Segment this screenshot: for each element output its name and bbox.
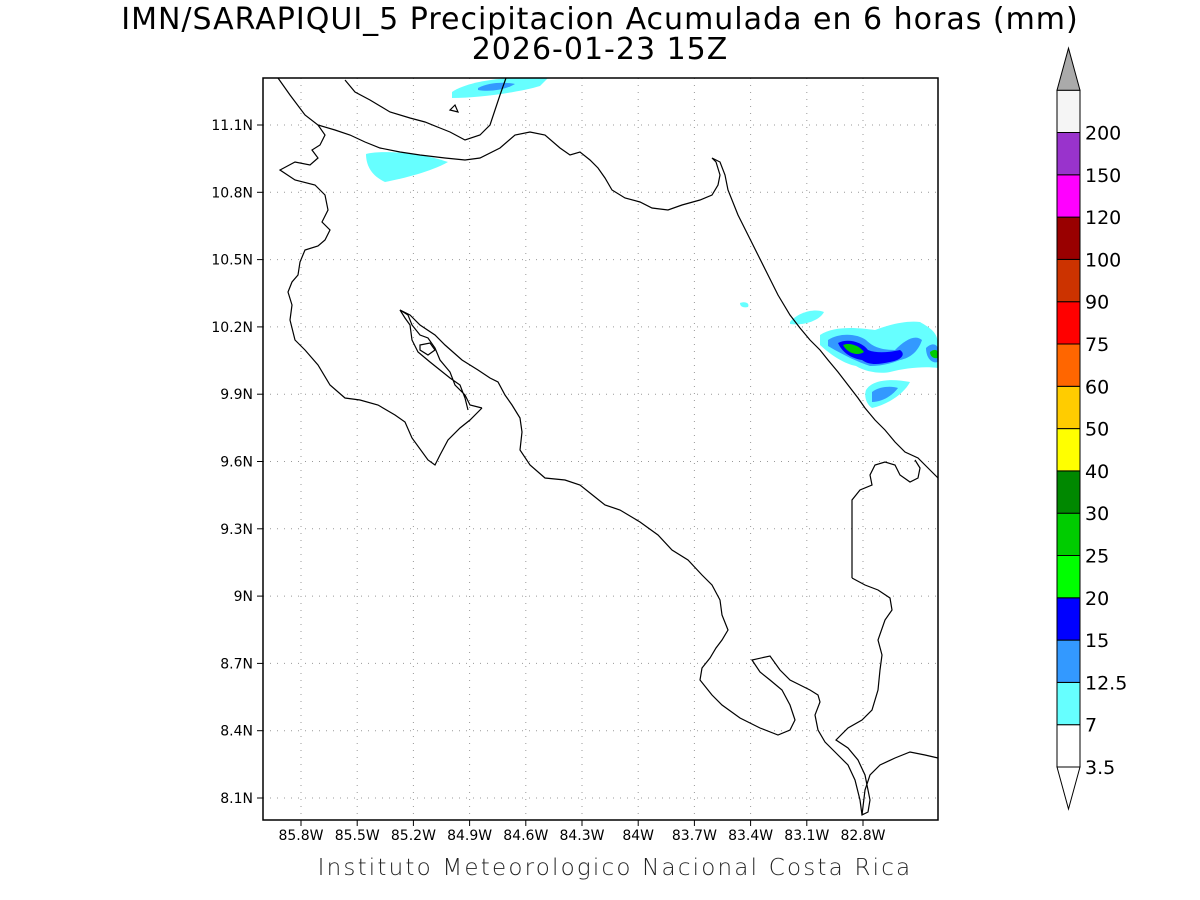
precip-area-guanacaste (366, 152, 448, 182)
legend-swatch (1056, 639, 1081, 683)
legend-label: 30 (1085, 503, 1109, 525)
latitude-labels: 11.1N 10.8N 10.5N 10.2N 9.9N 9.6N 9.3N 9N 8.7N 8.… (211, 118, 263, 807)
legend-swatch (1056, 385, 1081, 430)
lat-tick-label: 8.4N (220, 724, 253, 740)
legend-label: 60 (1085, 376, 1109, 398)
legend-swatch (1056, 555, 1081, 599)
legend-swatch (1056, 216, 1081, 260)
legend-label: 90 (1085, 292, 1109, 314)
lon-tick-label: 84.6W (503, 828, 548, 844)
legend-label: 50 (1085, 419, 1109, 441)
precip-core (843, 343, 864, 354)
coastline-gulf-nicoya (399, 309, 483, 411)
lat-tick-label: 9.9N (220, 387, 253, 403)
coastline-pacific-central (399, 309, 893, 816)
lon-tick-label: 84.3W (559, 828, 604, 844)
lon-tick-label: 85.2W (391, 828, 436, 844)
lon-tick-label: 83.1W (784, 828, 829, 844)
map-grid (263, 78, 938, 820)
precip-area-south-core (872, 386, 898, 402)
lat-tick-label: 8.1N (220, 791, 253, 807)
legend-label: 3.5 (1085, 757, 1115, 779)
island-north (448, 103, 460, 113)
lat-tick-label: 9.3N (220, 522, 253, 538)
legend-arrow-max (1056, 46, 1081, 91)
lat-tick-label: 10.5N (211, 253, 253, 269)
map-frame-border (262, 77, 939, 821)
lat-tick-label: 8.7N (220, 656, 253, 672)
legend-swatch (1056, 681, 1081, 726)
lon-tick-label: 82.8W (840, 828, 885, 844)
border-nicaragua (317, 124, 939, 479)
legend-swatch (1056, 428, 1081, 472)
legend-label: 25 (1085, 546, 1109, 568)
lat-tick-label: 11.1N (211, 118, 253, 134)
coastline-pacific-north (277, 77, 483, 466)
precip-dot (740, 302, 749, 308)
legend-label: 200 (1085, 123, 1121, 145)
legend-label: 40 (1085, 461, 1109, 483)
legend-label: 15 (1085, 630, 1109, 652)
coastlines (277, 77, 939, 816)
lat-tick-label: 10.2N (211, 320, 253, 336)
legend-label: 12.5 (1085, 672, 1127, 694)
legend-swatch (1056, 597, 1081, 641)
legend-swatch (1056, 301, 1081, 345)
island-chira (419, 342, 436, 356)
legend-arrow-min (1056, 766, 1081, 811)
longitude-labels: 85.8W 85.5W 85.2W 84.9W 84.6W 84.3W 84W 83.7W 83… (278, 820, 886, 844)
map-title: IMN/SARAPIQUI_5 Precipitacion Acumulada … (121, 2, 1079, 37)
precipitation-field (366, 77, 938, 408)
legend-swatch (1056, 132, 1081, 176)
legend-label: 120 (1085, 207, 1121, 229)
legend-swatch (1056, 724, 1081, 768)
legend-label: 100 (1085, 249, 1121, 271)
precip-area-coast (790, 310, 824, 325)
precip-area-caribbean (820, 321, 938, 373)
legend-swatch (1056, 470, 1081, 514)
legend-label: 150 (1085, 165, 1121, 187)
coastline-panama-south (861, 751, 939, 816)
legend-swatch (1056, 343, 1081, 387)
border-panama (851, 459, 921, 578)
lon-tick-label: 85.5W (335, 828, 380, 844)
lat-tick-label: 9.6N (220, 455, 253, 471)
legend-label: 20 (1085, 588, 1109, 610)
lat-tick-label: 9N (234, 589, 253, 605)
lon-tick-label: 83.4W (728, 828, 773, 844)
lon-tick-label: 84.9W (447, 828, 492, 844)
lon-tick-label: 84W (622, 828, 654, 844)
legend-label: 75 (1085, 334, 1109, 356)
lon-tick-label: 83.7W (672, 828, 717, 844)
legend-label: 7 (1085, 715, 1097, 737)
footer-credit: Instituto Meteorologico Nacional Costa R… (317, 855, 913, 881)
legend-swatch (1056, 512, 1081, 557)
coastline-caribbean (344, 77, 507, 141)
legend-swatch (1056, 258, 1081, 303)
legend-swatch (1056, 89, 1081, 133)
lat-tick-label: 10.8N (211, 185, 253, 201)
lon-tick-label: 85.8W (278, 828, 323, 844)
legend-swatch (1056, 174, 1081, 218)
precip-area-north-core (478, 82, 515, 91)
color-legend: 3.5 7 12.5 15 20 25 30 40 50 60 75 90 100 120 150 200 (1056, 46, 1127, 811)
precip-area-east-edge-core (930, 349, 938, 359)
map-datetime: 2026-01-23 15Z (471, 32, 729, 67)
